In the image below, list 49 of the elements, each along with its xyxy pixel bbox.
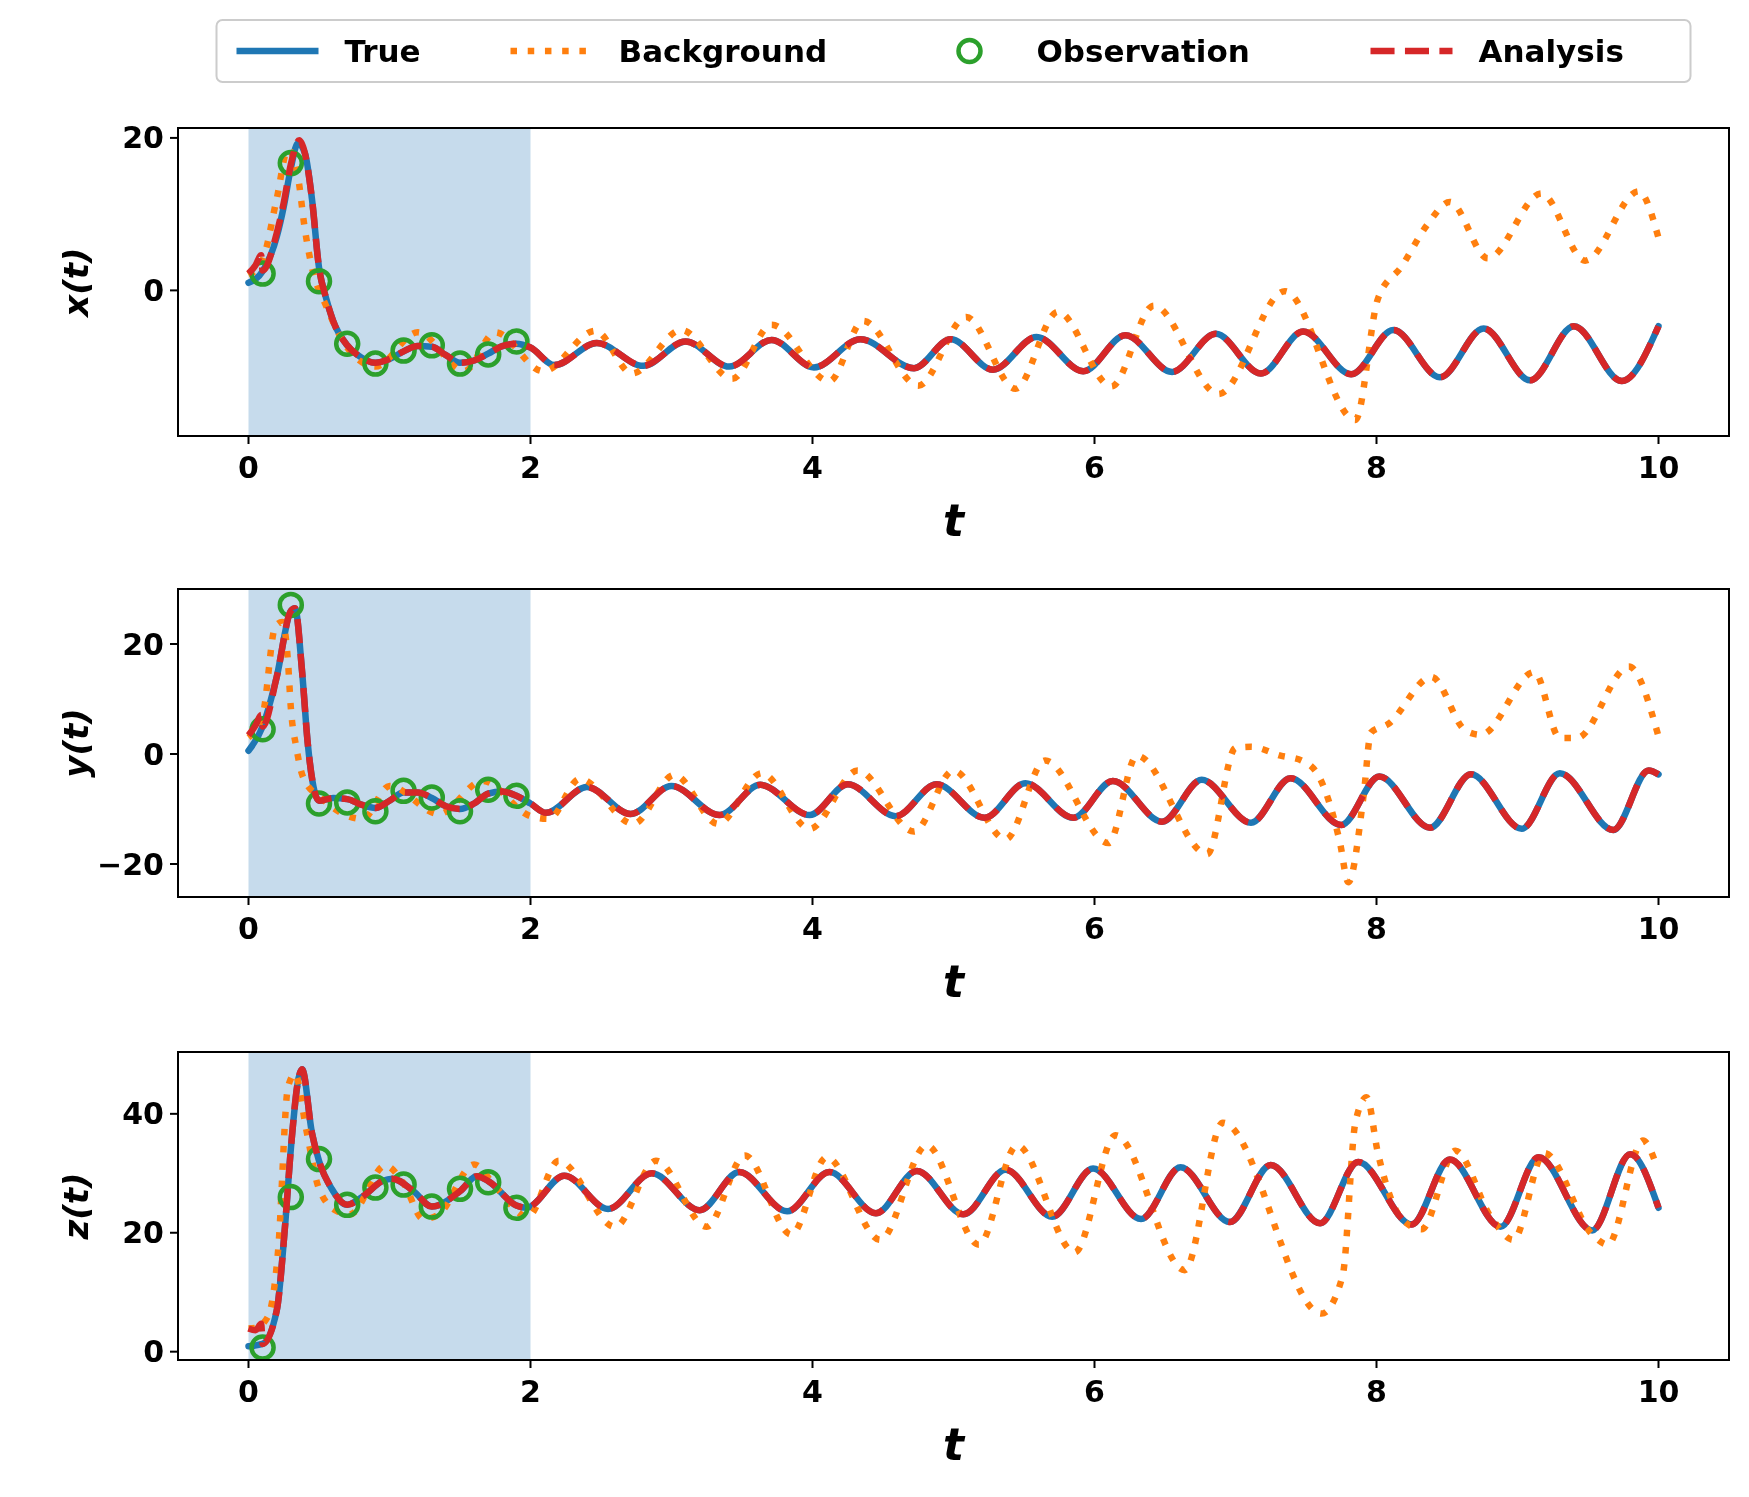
x-tick-label: 4 bbox=[802, 911, 823, 946]
point bbox=[390, 337, 417, 364]
legend-label: Analysis bbox=[1478, 32, 1624, 69]
y-axis-title: y(t) bbox=[56, 708, 96, 778]
y-axis-title: z(t) bbox=[56, 1172, 96, 1241]
y-tick-label: 0 bbox=[143, 1334, 164, 1370]
x-tick-label: 8 bbox=[1366, 911, 1387, 946]
x-tick-label: 0 bbox=[238, 911, 259, 946]
point bbox=[333, 330, 361, 357]
x-tick-label: 2 bbox=[520, 1374, 541, 1409]
x-tick-label: 2 bbox=[520, 911, 541, 946]
point bbox=[277, 591, 305, 619]
y-tick-label: 0 bbox=[143, 736, 164, 772]
point bbox=[474, 776, 502, 803]
x-tick-label: 6 bbox=[1084, 1374, 1105, 1409]
x-tick-label: 4 bbox=[802, 1374, 823, 1409]
y-tick-label: 0 bbox=[143, 272, 164, 308]
legend-label: Background bbox=[618, 32, 828, 69]
x-tick-label: 0 bbox=[238, 450, 259, 485]
legend-label: Observation bbox=[1036, 32, 1250, 69]
point bbox=[362, 797, 389, 825]
x-tick-label: 0 bbox=[238, 1374, 259, 1409]
y-tick-label: 40 bbox=[122, 1096, 164, 1132]
x-tick-label: 4 bbox=[802, 450, 823, 485]
x-tick-label: 8 bbox=[1366, 450, 1387, 485]
x-tick-label: 8 bbox=[1366, 1374, 1387, 1409]
point bbox=[305, 267, 333, 295]
y-tick-label: −20 bbox=[97, 846, 164, 882]
point bbox=[390, 1171, 417, 1198]
point bbox=[249, 1334, 276, 1360]
y-tick-label: 20 bbox=[122, 120, 164, 156]
legend-label: True bbox=[344, 32, 421, 69]
y-tick-label: 20 bbox=[122, 1215, 164, 1251]
point bbox=[362, 1174, 389, 1201]
x-axis-title: t bbox=[942, 1419, 966, 1470]
x-axis-title: t bbox=[942, 495, 966, 546]
x-tick-label: 2 bbox=[520, 450, 541, 485]
y-axis-title: x(t) bbox=[56, 247, 96, 319]
x-tick-label: 6 bbox=[1084, 911, 1105, 946]
point bbox=[503, 1194, 530, 1222]
x-tick-label: 6 bbox=[1084, 450, 1105, 485]
x-axis-title: t bbox=[942, 956, 966, 1007]
x-tick-label: 10 bbox=[1637, 450, 1680, 485]
point bbox=[333, 1191, 361, 1219]
y-tick-label: 20 bbox=[122, 626, 164, 662]
x-tick-label: 10 bbox=[1637, 911, 1680, 946]
point bbox=[418, 1193, 446, 1220]
x-tick-label: 10 bbox=[1637, 1374, 1680, 1409]
point bbox=[503, 782, 530, 810]
